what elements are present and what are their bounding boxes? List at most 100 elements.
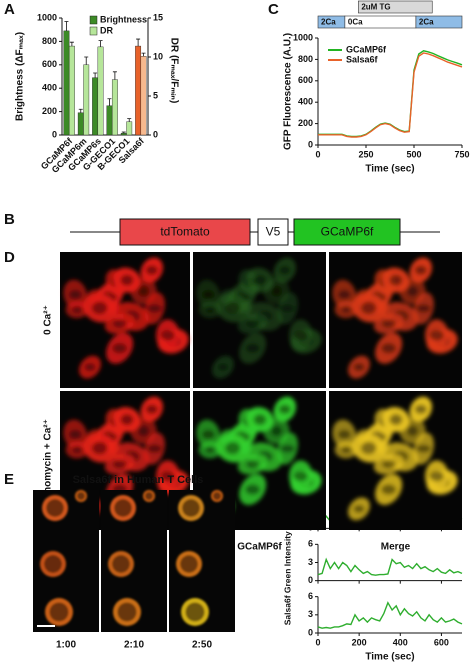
y2-tick-label: 10 [153,51,163,61]
error-bar [141,52,146,57]
bar [106,105,113,136]
nucleus [280,444,295,454]
nucleus [353,362,365,372]
nucleus [253,274,267,286]
tcell-center [114,499,132,517]
nucleus [406,425,419,437]
nucleus [361,301,377,315]
y-tick-label: 1000 [293,32,313,42]
nucleus [293,470,308,482]
y-tick-label: 800 [298,54,313,64]
error-bar [84,56,89,65]
nucleus [245,319,260,328]
panel-label: B [4,211,15,228]
micrograph [60,252,190,388]
nucleus [204,445,216,454]
x-tick-label: 750 [454,149,469,159]
tcell-center [212,491,222,501]
column-label: GCaMP6f [237,542,282,553]
y-tick-label: 3 [308,557,313,567]
nucleus [414,404,427,414]
x-tick-label: 400 [393,637,408,647]
nucleus [160,329,175,341]
bar [111,79,118,136]
nucleus [225,301,241,315]
y-axis-label: Brightness (ΔFₘₐₓ) [15,32,26,121]
nucleus [406,285,419,297]
bar [63,30,70,136]
nucleus [337,289,352,300]
nucleus [112,459,127,469]
y-tick-label: 6 [308,539,313,549]
nucleus [245,459,260,469]
tcell-center [185,602,205,622]
tcell-center [112,555,130,573]
nucleus [429,329,444,341]
error-bar [69,41,74,47]
nucleus [92,441,108,455]
bar [135,45,142,136]
error-bar [98,40,103,47]
micrograph [329,391,462,530]
y-tick-label: 3 [308,609,313,619]
data-line [317,601,463,629]
micrograph [193,252,326,388]
condition-label: 2Ca [321,18,336,27]
error-bar [64,21,69,31]
nucleus [389,274,403,286]
y2-tick-label: 0 [153,129,158,139]
nucleus [201,289,216,300]
y-tick-label: 0 [52,129,57,139]
x-tick-label: 600 [434,637,449,647]
legend-label: Salsa6f [346,54,379,64]
nucleus [145,265,158,275]
y-tick-label: 200 [298,118,313,128]
tcell-image [169,490,235,632]
nucleus [204,305,216,314]
condition-label: 2Ca [419,18,434,27]
y-tick-label: 600 [298,75,313,85]
y-tick-label: 6 [308,591,313,601]
nucleus [112,342,128,354]
y2-axis-label: DR (Fₘₐₓ/Fₘᵢₙ) [168,38,179,104]
bar [68,45,75,136]
y-tick-label: 0 [308,575,313,585]
legend-label: GCaMP6f [346,44,387,54]
row-label: 0 Ca²⁺ [43,305,54,335]
nucleus [270,285,283,297]
y-tick-label: 0 [308,627,313,637]
bar [83,64,90,136]
y-tick-label: 600 [42,59,57,69]
tcell-cluster [176,490,223,626]
x-tick-label: 250 [358,149,373,159]
tcell-center [49,602,69,622]
nucleus [278,404,291,414]
nucleus [389,414,403,426]
nucleus [293,329,308,341]
y-tick-label: 200 [42,106,57,116]
x-tick-label: 200 [352,637,367,647]
tcell-center [180,555,198,573]
nucleus [381,484,397,495]
nucleus [414,265,427,275]
nucleus [112,319,127,328]
nucleus [340,445,352,454]
nucleus [280,304,295,313]
tcell-center [46,499,64,517]
construct-label: V5 [266,225,281,239]
bar [77,112,84,136]
x-axis-label: Time (sec) [365,164,414,175]
construct-segment [293,218,401,246]
nucleus [381,342,397,354]
nucleus [201,429,216,440]
error-bar [107,98,112,106]
nucleus [253,414,267,426]
y-tick-label: 800 [42,36,57,46]
nucleus [245,342,261,354]
cell-cluster [63,257,189,379]
nucleus [120,414,134,426]
error-bar [121,131,126,134]
nucleus [147,304,162,313]
cell-cluster [63,396,189,521]
error-bar [136,38,141,47]
